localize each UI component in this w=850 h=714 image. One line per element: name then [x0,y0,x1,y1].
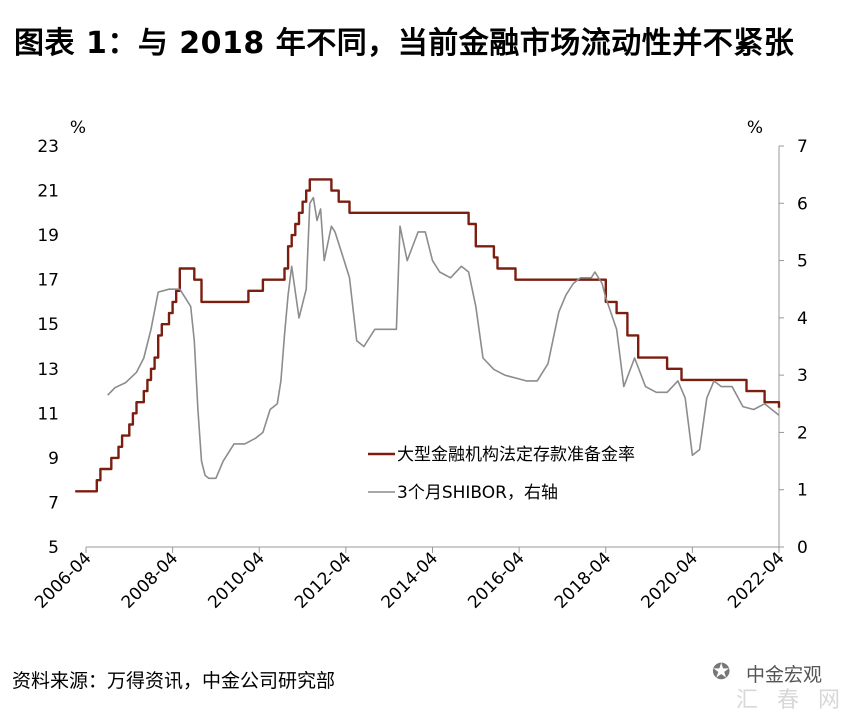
x-tick-label: 2016-04 [464,548,528,612]
right-tick-label: 2 [797,423,808,443]
right-tick-label: 7 [797,137,808,157]
series-rrr-line [75,178,781,493]
right-tick-label: 6 [797,194,808,214]
watermark: 汇 春 网 ✪ 中金宏观 [706,656,846,713]
x-tick-label: 2010-04 [204,548,268,612]
x-tick-label: 2020-04 [638,548,702,612]
left-tick-label: 19 [37,226,59,246]
right-unit-label: % [747,118,763,138]
series-shibor-line [107,196,780,480]
chart-title: 图表 1：与 2018 年不同，当前金融市场流动性并不紧张 [14,26,795,61]
x-tick-label: 2018-04 [551,548,615,612]
x-tick-label: 2008-04 [118,548,182,612]
left-tick-label: 13 [37,360,59,380]
left-tick-label: 21 [37,182,59,202]
left-tick-label: 15 [37,315,59,335]
right-tick-label: 0 [797,538,808,558]
right-tick-label: 1 [797,481,808,501]
legend-label: 3个月SHIBOR，右轴 [397,483,558,503]
left-tick-label: 17 [37,271,59,291]
right-tick-label: 5 [797,252,808,272]
left-tick-label: 5 [48,538,59,558]
left-tick-label: 23 [37,137,59,157]
source-note: 资料来源：万得资讯，中金公司研究部 [12,670,336,692]
x-tick-label: 2022-04 [724,548,788,612]
left-tick-label: 9 [48,449,59,469]
wechat-icon: ✪ [712,660,731,685]
x-tick-label: 2012-04 [291,548,355,612]
x-tick-label: 2006-04 [31,548,95,612]
left-tick-label: 7 [48,493,59,513]
x-tick-label: 2014-04 [378,548,442,612]
left-tick-label: 11 [37,404,59,424]
watermark-text: 中金宏观 [746,664,823,686]
right-tick-label: 4 [797,309,808,329]
right-tick-label: 3 [797,366,808,386]
legend-label: 大型金融机构法定存款准备金率 [397,445,635,465]
left-unit-label: % [70,118,86,138]
watermark-faint-text: 汇 春 网 [736,688,846,713]
